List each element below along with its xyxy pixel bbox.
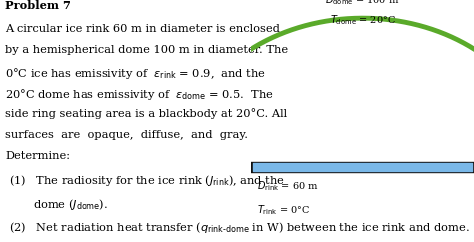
Text: 20°C dome has emissivity of  $\varepsilon_{\mathsf{dome}}$ = 0.5.  The: 20°C dome has emissivity of $\varepsilon… xyxy=(5,87,274,102)
Text: surfaces  are  opaque,  diffuse,  and  gray.: surfaces are opaque, diffuse, and gray. xyxy=(5,130,248,140)
Text: $T_{\mathsf{rink}}$ = 0°C: $T_{\mathsf{rink}}$ = 0°C xyxy=(257,203,311,217)
Text: A circular ice rink 60 m in diameter is enclosed: A circular ice rink 60 m in diameter is … xyxy=(5,23,280,34)
Text: Problem 7: Problem 7 xyxy=(5,0,71,11)
Text: $D_{\mathsf{rink}}$ = 60 m: $D_{\mathsf{rink}}$ = 60 m xyxy=(257,179,319,193)
Text: $T_{\mathsf{dome}}$ = 20°C: $T_{\mathsf{dome}}$ = 20°C xyxy=(329,13,396,27)
Text: $D_{\mathsf{dome}}$ = 100 m: $D_{\mathsf{dome}}$ = 100 m xyxy=(326,0,400,7)
Text: by a hemispherical dome 100 m in diameter. The: by a hemispherical dome 100 m in diamete… xyxy=(5,45,289,55)
Text: (1)   The radiosity for the ice rink ($J_{\mathsf{rink}}$), and the: (1) The radiosity for the ice rink ($J_{… xyxy=(9,173,285,188)
Text: (2)   Net radiation heat transfer ($q_{\mathsf{rink\text{-}dome}}$ in W) between: (2) Net radiation heat transfer ($q_{\ma… xyxy=(9,220,470,235)
Text: Determine:: Determine: xyxy=(5,151,71,161)
Text: side ring seating area is a blackbody at 20°C. All: side ring seating area is a blackbody at… xyxy=(5,109,288,119)
Text: dome ($J_{\mathsf{dome}}$).: dome ($J_{\mathsf{dome}}$). xyxy=(33,197,108,212)
Text: 0°C ice has emissivity of  $\varepsilon_{\mathsf{rink}}$ = 0.9,  and the: 0°C ice has emissivity of $\varepsilon_{… xyxy=(5,66,266,81)
